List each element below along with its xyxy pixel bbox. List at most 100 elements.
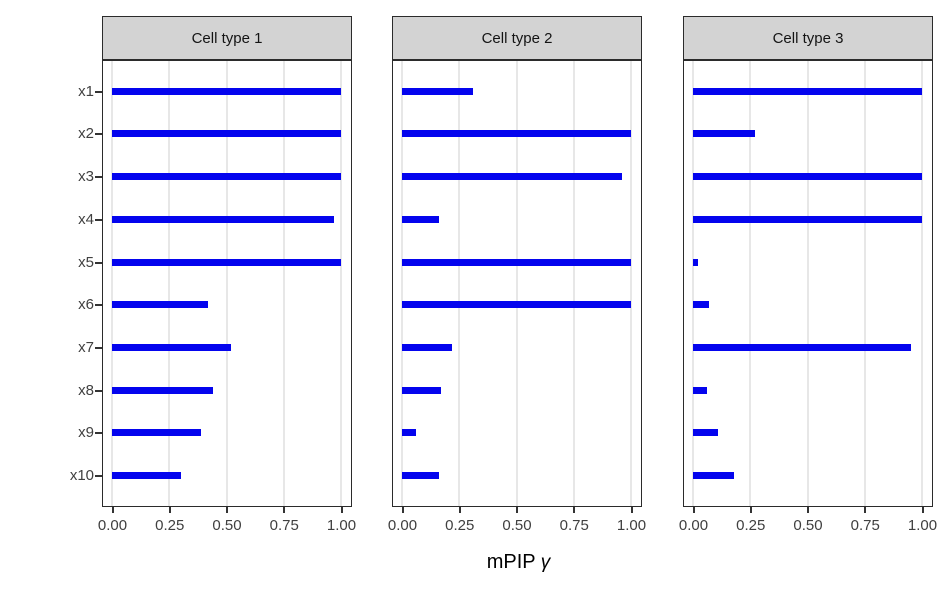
- gridline: [630, 61, 632, 506]
- bar: [693, 258, 698, 266]
- bar: [112, 343, 232, 351]
- x-axis-tick: [921, 507, 924, 513]
- bar: [402, 173, 622, 181]
- y-axis-tick: [95, 389, 102, 392]
- x-axis-tick-label: 0.50: [502, 517, 532, 534]
- gridline: [806, 61, 809, 506]
- gridline: [515, 61, 518, 506]
- bar: [402, 429, 416, 437]
- x-axis-title: mPIP γ: [102, 551, 935, 574]
- bar: [693, 301, 710, 309]
- gridline: [282, 61, 285, 506]
- gridline: [111, 61, 113, 506]
- facet-strip: Cell type 2: [392, 16, 642, 60]
- x-axis-tick-label: 1.00: [907, 517, 938, 534]
- x-axis-tick-label: 0.00: [387, 517, 418, 534]
- bar: [693, 472, 735, 479]
- bar: [112, 301, 209, 309]
- x-axis-tick: [573, 507, 576, 513]
- y-axis-label: x6: [78, 296, 94, 314]
- x-axis-tick: [283, 507, 286, 513]
- x-axis-tick: [516, 507, 518, 513]
- y-axis-label: x2: [78, 125, 94, 143]
- y-axis-tick: [95, 346, 102, 349]
- bar: [112, 258, 341, 266]
- x-axis-tick: [111, 507, 114, 513]
- gridline: [749, 61, 752, 506]
- x-axis-tick-label: 0.00: [97, 517, 128, 534]
- facet-strip-label: Cell type 2: [481, 29, 553, 47]
- bar: [402, 472, 439, 479]
- x-axis-tick: [340, 507, 343, 513]
- facet-panel: [102, 60, 352, 507]
- x-axis-tick: [401, 507, 404, 513]
- y-axis-tick: [95, 133, 102, 136]
- bar: [693, 343, 911, 351]
- facet-strip: Cell type 3: [683, 16, 933, 60]
- gridline: [921, 61, 923, 506]
- bar: [402, 386, 441, 394]
- y-axis-label: x9: [78, 424, 94, 442]
- bar: [693, 386, 707, 394]
- facet-strip: Cell type 1: [102, 16, 352, 60]
- gamma-symbol: γ: [540, 552, 551, 573]
- facet-strip-label: Cell type 3: [772, 29, 844, 47]
- x-axis-tick-label: 0.75: [269, 517, 299, 534]
- bar: [402, 87, 473, 95]
- y-axis-label: x10: [69, 467, 94, 484]
- bar: [112, 130, 341, 138]
- x-axis-tick-label: 0.00: [678, 517, 709, 534]
- x-axis-tick-label: 1.00: [326, 517, 357, 534]
- y-axis-label: x1: [78, 82, 94, 100]
- x-axis-tick: [864, 507, 867, 513]
- bar: [402, 343, 453, 351]
- x-axis-tick-label: 0.75: [850, 517, 880, 534]
- y-axis-tick: [95, 176, 102, 179]
- y-axis-label: x3: [78, 168, 94, 186]
- x-axis-tick: [692, 507, 695, 513]
- x-axis-title-text: mPIP: [486, 551, 536, 573]
- bar: [693, 429, 719, 437]
- bar: [693, 215, 922, 223]
- y-axis-label: x8: [78, 381, 94, 399]
- gridline: [458, 61, 461, 506]
- y-axis-label: x4: [78, 210, 94, 228]
- y-axis-label: x7: [78, 338, 94, 356]
- x-axis-tick-label: 0.50: [793, 517, 823, 534]
- gridline: [572, 61, 575, 506]
- y-axis-tick: [95, 475, 102, 477]
- x-axis-tick: [807, 507, 809, 513]
- x-axis-tick-label: 0.25: [445, 517, 475, 534]
- bar: [112, 215, 335, 223]
- bar: [693, 87, 922, 95]
- x-axis-tick-label: 1.00: [616, 517, 647, 534]
- x-axis-tick: [749, 507, 752, 513]
- bar: [112, 173, 341, 181]
- bar: [693, 173, 922, 181]
- bar: [402, 258, 631, 266]
- gridline: [692, 61, 694, 506]
- facet-panel: [683, 60, 933, 507]
- x-axis-tick: [226, 507, 228, 513]
- x-axis-tick-label: 0.25: [736, 517, 766, 534]
- x-axis-tick-label: 0.25: [155, 517, 185, 534]
- bar: [402, 130, 631, 138]
- x-axis-tick-label: 0.75: [559, 517, 589, 534]
- y-axis-label: x5: [78, 253, 94, 271]
- y-axis-tick: [95, 261, 102, 264]
- y-axis-tick: [95, 304, 102, 307]
- x-axis-tick: [168, 507, 171, 513]
- bar: [402, 301, 631, 309]
- gridline: [340, 61, 342, 506]
- gridline: [401, 61, 403, 506]
- x-axis-tick: [630, 507, 633, 513]
- bar: [402, 215, 439, 223]
- gridline: [863, 61, 866, 506]
- bar: [112, 472, 181, 479]
- facet-panel: [392, 60, 642, 507]
- x-axis-tick: [458, 507, 461, 513]
- y-axis-tick: [95, 218, 102, 221]
- y-axis-tick: [95, 90, 102, 93]
- bar: [693, 130, 755, 138]
